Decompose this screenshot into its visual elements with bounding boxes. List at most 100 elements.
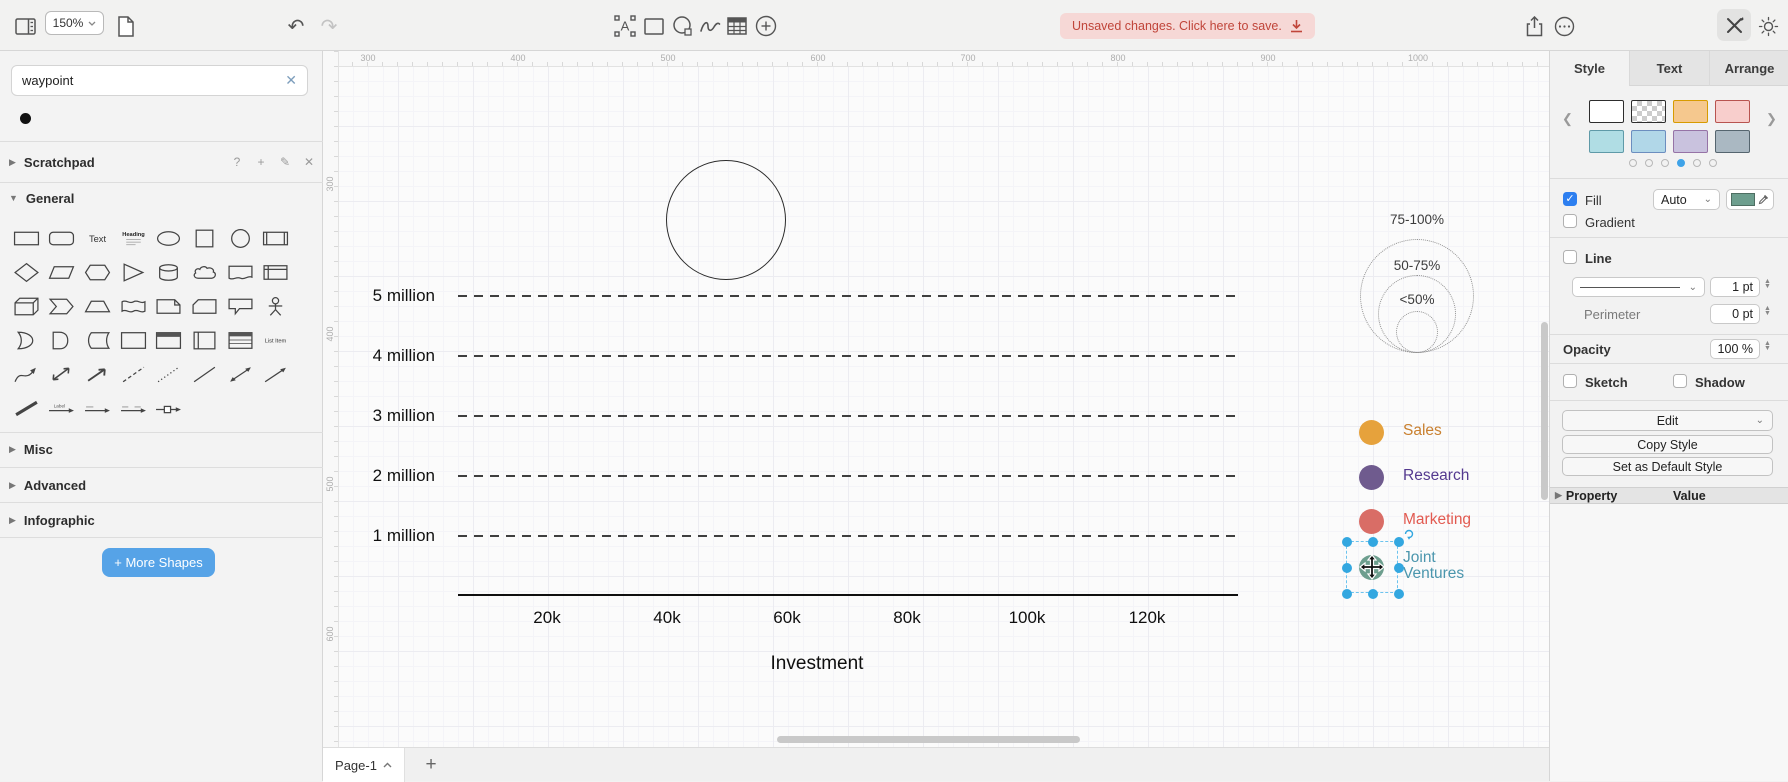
shape-curve[interactable] (8, 357, 44, 391)
sketch-theme-icon[interactable] (1717, 9, 1751, 41)
scratchpad-add-icon[interactable]: + (257, 155, 265, 169)
shape-link[interactable] (8, 391, 44, 425)
selection-handle[interactable] (1394, 589, 1404, 599)
add-shape-icon[interactable] (753, 13, 779, 39)
opacity-input[interactable]: 100 % (1710, 339, 1760, 359)
swatch-page-dot[interactable] (1693, 159, 1701, 167)
chart-y-label[interactable]: 5 million (372, 286, 435, 305)
shape-cylinder[interactable] (151, 255, 187, 289)
freehand-tool-icon[interactable] (697, 13, 723, 39)
more-shapes-button[interactable]: + More Shapes (102, 548, 215, 577)
legend-label-research[interactable]: Research (1403, 467, 1470, 484)
chart-gridline-4-million[interactable] (458, 355, 1237, 357)
legend-label-joint-ventures[interactable]: Joint Ventures (1403, 549, 1465, 583)
shape-line[interactable] (187, 357, 223, 391)
perimeter-input[interactable]: 0 pt (1710, 304, 1760, 324)
shape-document[interactable] (222, 255, 258, 289)
shape-window[interactable] (151, 323, 187, 357)
swatch-prev-icon[interactable]: ❮ (1562, 111, 1573, 126)
chart-y-label[interactable]: 1 million (372, 526, 435, 545)
copy-style-button[interactable]: Copy Style (1562, 435, 1773, 454)
chart-y-label[interactable]: 3 million (372, 406, 435, 425)
chart-x-label[interactable]: 60k (773, 608, 801, 627)
shape-rounded-rectangle[interactable] (44, 221, 80, 255)
chart-gridline-3-million[interactable] (458, 415, 1237, 417)
shape-or[interactable] (8, 323, 44, 357)
swatch-page-dot[interactable] (1661, 159, 1669, 167)
shape-diamond[interactable] (8, 255, 44, 289)
shape-dashed-line[interactable] (115, 357, 151, 391)
legend-dot-marketing[interactable] (1359, 508, 1384, 534)
legend-dot-sales[interactable] (1359, 419, 1384, 445)
style-swatch-blue[interactable] (1631, 130, 1666, 153)
shape-actor[interactable] (258, 289, 294, 323)
scratchpad-help-icon[interactable]: ? (233, 155, 241, 169)
section-scratchpad[interactable]: ▶ Scratchpad ? + ✎ ✕ (0, 147, 323, 177)
edit-style-button[interactable]: Edit ⌄ (1562, 410, 1773, 431)
swatch-page-dot[interactable] (1645, 159, 1653, 167)
shape-callout[interactable] (222, 289, 258, 323)
chart-x-label[interactable]: 100k (1008, 608, 1046, 627)
shape-list[interactable] (222, 323, 258, 357)
chart-x-label[interactable]: 40k (653, 608, 681, 627)
chart-y-label[interactable]: 4 million (372, 346, 435, 365)
fill-checkbox[interactable]: ✓ (1563, 192, 1577, 206)
chart-x-label[interactable]: 20k (533, 608, 561, 627)
search-result-waypoint-shape[interactable] (20, 113, 31, 124)
chart-x-axis[interactable] (458, 594, 1238, 596)
size-legend-circle-2[interactable] (1396, 311, 1438, 353)
shape-hexagon[interactable] (79, 255, 115, 289)
drawn-circle-shape[interactable] (666, 160, 786, 280)
shape-data-storage[interactable] (79, 323, 115, 357)
shape-list-item[interactable]: List Item (258, 323, 294, 357)
shape-internal-storage[interactable] (258, 255, 294, 289)
shape-ellipse[interactable] (151, 221, 187, 255)
swatch-next-icon[interactable]: ❯ (1766, 111, 1777, 126)
undo-icon[interactable]: ↶ (287, 15, 305, 38)
shape-triangle[interactable] (115, 255, 151, 289)
shape-tape[interactable] (115, 289, 151, 323)
shape-parallelogram[interactable] (44, 255, 80, 289)
selection-handle[interactable] (1342, 589, 1352, 599)
shape-directional-connector[interactable] (258, 357, 294, 391)
tab-style[interactable]: Style (1550, 51, 1629, 86)
scratchpad-edit-icon[interactable]: ✎ (279, 155, 291, 169)
style-swatch-purple[interactable] (1673, 130, 1708, 153)
tab-arrange[interactable]: Arrange (1709, 51, 1788, 86)
drawing-canvas[interactable]: 300 400 500 600 700 800 900 1000 300 400 500 600 5… (323, 51, 1549, 747)
line-checkbox[interactable] (1563, 250, 1577, 264)
shape-step[interactable] (44, 289, 80, 323)
shape-rectangle[interactable] (8, 221, 44, 255)
section-general[interactable]: ▼ General (0, 183, 323, 213)
fill-mode-select[interactable]: Auto ⌄ (1653, 189, 1720, 210)
table-tool-icon[interactable] (724, 13, 750, 39)
size-legend-label[interactable]: 50-75% (1393, 258, 1441, 273)
size-legend-label[interactable]: 75-100% (1389, 212, 1445, 227)
selection-handle[interactable] (1342, 563, 1352, 573)
legend-dot-research[interactable] (1359, 464, 1384, 490)
swatch-page-dot[interactable] (1709, 159, 1717, 167)
shape-connector-with-symbol[interactable] (151, 391, 187, 425)
selection-handle[interactable] (1394, 563, 1404, 573)
tab-text[interactable]: Text (1629, 51, 1709, 86)
chart-gridline-5-million[interactable] (458, 295, 1237, 297)
line-width-input[interactable]: 1 pt (1710, 277, 1760, 297)
fill-color-button[interactable] (1726, 189, 1774, 210)
set-default-style-button[interactable]: Set as Default Style (1562, 457, 1773, 476)
chart-gridline-2-million[interactable] (458, 475, 1237, 477)
more-options-icon[interactable] (1551, 13, 1577, 39)
rectangle-tool-icon[interactable] (641, 13, 667, 39)
shape-cube[interactable] (8, 289, 44, 323)
add-page-button[interactable]: + (425, 754, 437, 775)
page-tab[interactable]: Page-1 (323, 748, 405, 782)
sketch-checkbox[interactable] (1563, 374, 1577, 388)
rotate-handle-icon[interactable] (1403, 527, 1415, 540)
panel-toggle-icon[interactable] (12, 13, 38, 39)
shape-bidirectional-connector[interactable] (222, 357, 258, 391)
shape-arrow-with-label[interactable]: Label (44, 391, 80, 425)
shape-text[interactable]: Text (79, 221, 115, 255)
shape-card[interactable] (187, 289, 223, 323)
chart-x-label[interactable]: 80k (893, 608, 921, 627)
chart-x-label[interactable]: 120k (1128, 608, 1166, 627)
perimeter-stepper[interactable]: ▲ ▼ (1764, 305, 1771, 317)
